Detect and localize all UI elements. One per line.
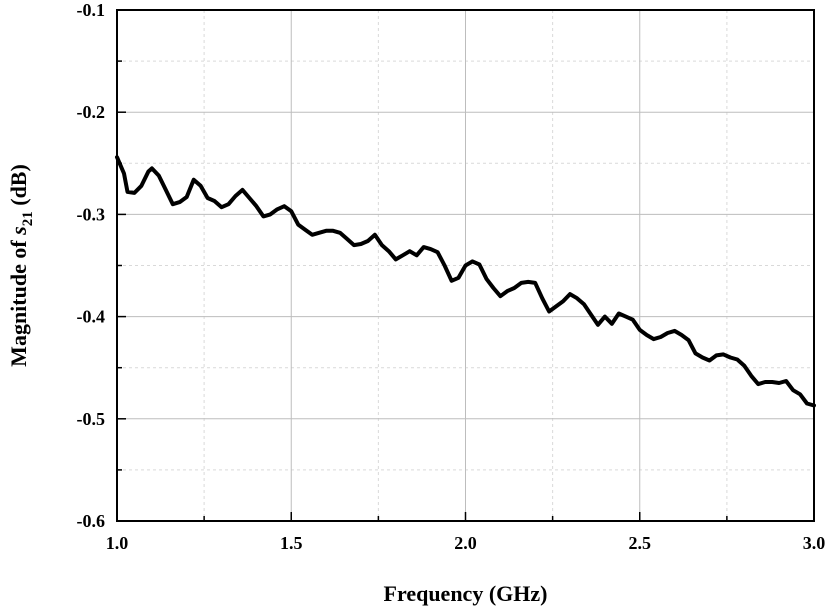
y-tick-label: -0.1 (77, 0, 106, 20)
series-line-1 (115, 155, 816, 408)
axis-ticks (116, 9, 815, 522)
x-tick-label: 1.0 (106, 533, 129, 553)
x-tick-label: 1.5 (280, 533, 303, 553)
y-axis-title-prefix: Magnitude of (6, 235, 31, 367)
series-group (115, 155, 816, 408)
x-tick-label: 3.0 (803, 533, 826, 553)
y-tick-label: -0.3 (77, 204, 106, 224)
y-axis-title-variable: s (6, 226, 31, 236)
x-tick-label: 2.0 (454, 533, 477, 553)
y-axis-title-subscript: 21 (20, 211, 36, 226)
y-axis-title-suffix: (dB) (6, 164, 31, 211)
y-tick-label: -0.4 (77, 307, 106, 327)
tick-labels: 1.0 1.5 2.0 2.5 3.0 -0.6 -0.5 -0.4 -0.3 -0.2 -0.1 (77, 0, 826, 553)
y-tick-label: -0.5 (77, 409, 106, 429)
x-axis-title: Frequency (GHz) (384, 581, 548, 606)
y-tick-label: -0.2 (77, 102, 106, 122)
y-tick-label: -0.6 (77, 511, 106, 531)
x-tick-label: 2.5 (629, 533, 652, 553)
y-axis-title: Magnitude of s21 (dB) (6, 164, 36, 367)
